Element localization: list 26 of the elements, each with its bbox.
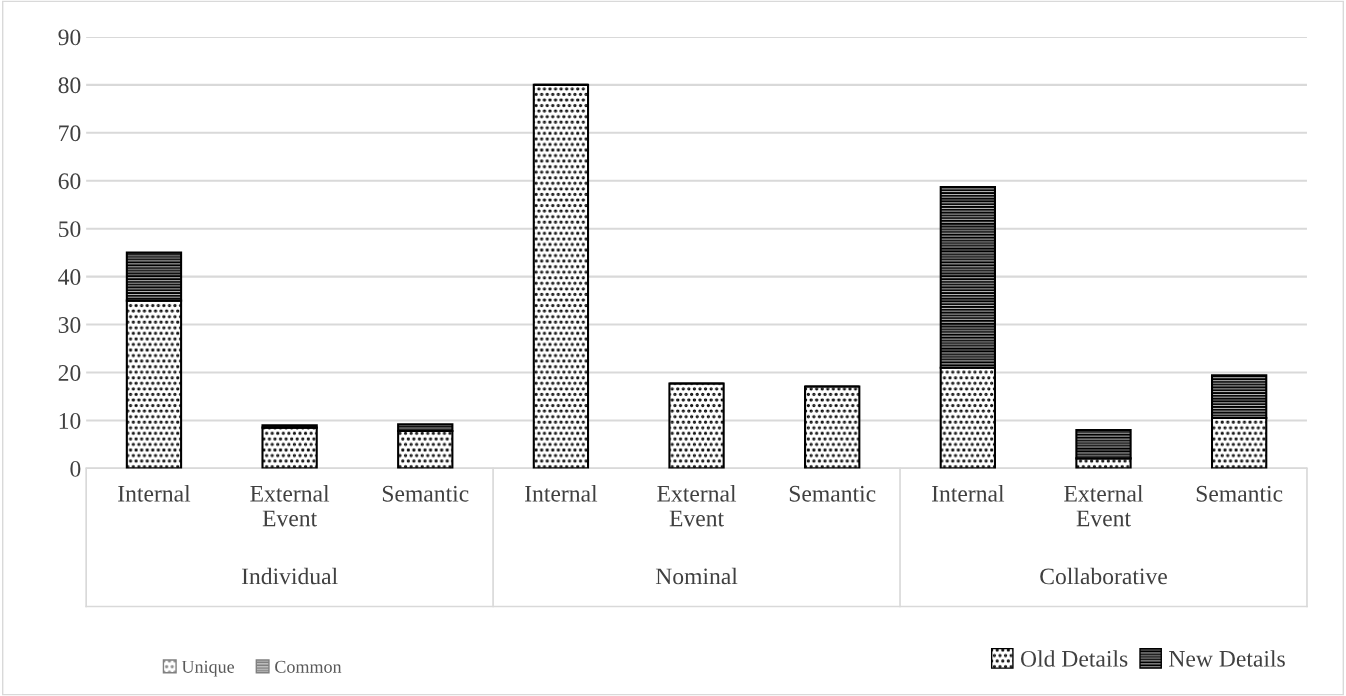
- text: Nominal: [655, 567, 738, 585]
- x-tick-label: Semantic: [1196, 485, 1283, 502]
- x-tick-label: Semantic: [382, 485, 469, 502]
- legend-label: New Details: [1169, 650, 1285, 667]
- x-tick-label: External Event: [657, 485, 737, 527]
- x-tick-label: Internal: [525, 485, 598, 502]
- y-tick-label: 60: [58, 173, 81, 190]
- y-tick-label: 90: [58, 29, 81, 46]
- x-tick-label: Internal: [118, 485, 191, 502]
- text: Individual: [241, 567, 338, 585]
- x-tick-label: Semantic: [789, 485, 876, 502]
- y-tick-label: 20: [58, 365, 81, 381]
- y-tick-label: 10: [59, 412, 81, 429]
- y-tick-label: 70: [59, 125, 81, 142]
- y-tick-label: 30: [58, 317, 81, 333]
- text: Unique: [181, 660, 235, 677]
- legend-label: Old Details: [1020, 650, 1128, 667]
- text: Common: [275, 660, 342, 673]
- y-tick-label: 50: [59, 221, 81, 238]
- y-tick-label: 0: [70, 460, 81, 477]
- text: Collaborative: [1040, 567, 1167, 585]
- x-tick-label: Internal: [931, 485, 1005, 502]
- y-tick-label: 40: [58, 269, 81, 286]
- x-tick-label: External Event: [250, 485, 330, 527]
- x-tick-label: External Event: [1064, 485, 1144, 527]
- y-tick-label: 80: [58, 77, 81, 94]
